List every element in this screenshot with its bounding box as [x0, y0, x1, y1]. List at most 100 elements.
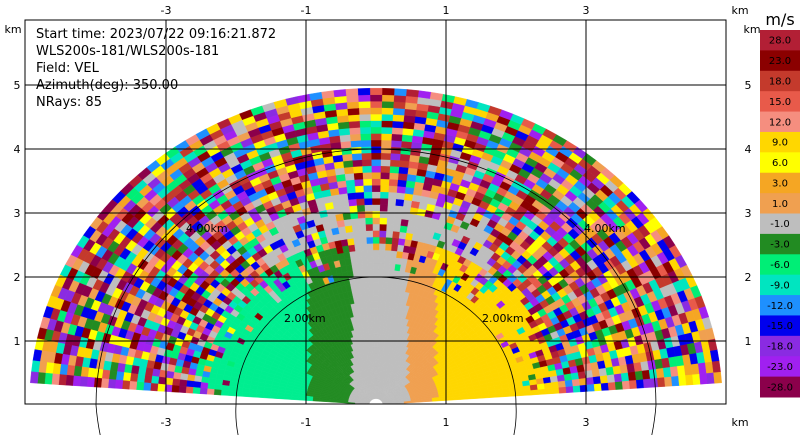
y-tick-right-1: 1 — [745, 335, 752, 348]
info-block: Start time: 2023/07/22 09:16:21.872 WLS2… — [36, 27, 276, 110]
range-gate — [207, 383, 216, 390]
range-gate — [372, 230, 380, 238]
range-gate — [380, 159, 391, 167]
range-gate — [369, 288, 375, 296]
colorbar-label: -12.0 — [767, 301, 793, 312]
range-gate — [361, 165, 372, 173]
range-gate — [586, 383, 595, 392]
range-gate — [398, 166, 409, 175]
range-gate — [342, 212, 351, 221]
range-gate — [614, 380, 624, 390]
range-gate — [350, 140, 362, 148]
range-gate — [343, 218, 352, 227]
range-gate — [363, 184, 373, 193]
range-gate — [284, 395, 292, 400]
range-gate — [635, 378, 645, 389]
range-gate — [352, 165, 363, 174]
x-tick-bottom-1: -3 — [161, 416, 172, 429]
range-gate — [657, 376, 666, 388]
range-gate — [363, 197, 373, 206]
range-gate — [357, 87, 371, 96]
colorbar-label: 1.0 — [772, 199, 788, 210]
range-gate — [390, 243, 399, 252]
range-gate — [178, 379, 188, 387]
range-gate — [392, 114, 405, 122]
range-gate — [385, 230, 394, 238]
range-gate — [341, 153, 353, 162]
range-gate — [93, 377, 103, 388]
range-gate — [403, 238, 412, 247]
range-gate — [377, 281, 384, 290]
range-gate — [157, 376, 167, 385]
range-gate — [343, 166, 354, 175]
range-gate — [404, 186, 415, 195]
range-gate — [364, 217, 373, 225]
range-gate — [571, 378, 581, 387]
range-gate — [367, 256, 374, 264]
range-gate — [544, 387, 553, 395]
colorbar-swatch — [760, 335, 800, 357]
range-gate — [360, 243, 368, 251]
range-gate — [386, 288, 392, 297]
range-gate — [385, 295, 392, 303]
range-gate — [114, 379, 124, 389]
range-gate — [378, 269, 385, 277]
range-ring-tail — [513, 404, 517, 435]
colorbar-label: -18.0 — [767, 342, 793, 353]
range-gate — [392, 101, 406, 110]
range-gate — [551, 387, 560, 394]
range-gate — [380, 146, 392, 154]
range-gate — [339, 199, 350, 208]
range-gate — [364, 210, 373, 219]
range-gate — [380, 320, 385, 329]
range-gate — [221, 384, 230, 391]
colorbar-swatch — [760, 50, 800, 72]
range-gate — [713, 371, 722, 384]
range-gate — [298, 397, 306, 401]
range-gate — [351, 152, 363, 161]
range-gate — [388, 269, 395, 277]
range-gate — [395, 192, 406, 200]
range-gate — [380, 133, 392, 141]
range-gate — [516, 390, 525, 397]
range-ring-tail — [651, 404, 657, 435]
range-gate — [100, 378, 110, 389]
range-gate — [122, 372, 132, 382]
range-gate — [349, 133, 361, 142]
range-gate — [374, 353, 378, 360]
range-gate — [627, 371, 637, 381]
range-gate — [388, 263, 396, 271]
range-gate — [376, 346, 380, 354]
range-gate — [352, 159, 363, 167]
colorbar-swatch — [760, 70, 800, 92]
range-gate — [358, 230, 367, 238]
colorbar-label: -1.0 — [770, 219, 790, 230]
range-gate — [642, 378, 652, 389]
range-gate — [255, 393, 264, 399]
range-gate — [393, 88, 407, 97]
range-gate — [136, 373, 146, 383]
range-gate — [374, 320, 378, 328]
range-gate — [388, 178, 399, 187]
colorbar-unit: m/s — [765, 10, 794, 29]
range-gate — [369, 87, 383, 95]
colorbar-swatch — [760, 193, 800, 214]
range-gate — [372, 217, 380, 225]
range-gate — [80, 366, 90, 378]
range-gate — [371, 204, 381, 212]
range-gate — [649, 377, 659, 388]
range-gate — [129, 373, 139, 383]
range-gate — [86, 376, 95, 388]
colorbar-label: 23.0 — [769, 56, 791, 67]
range-gate — [357, 211, 366, 219]
y-tick-left-1: 1 — [14, 335, 21, 348]
range-gate — [135, 381, 145, 391]
range-gate — [655, 367, 665, 379]
x-tick-bottom-2: -1 — [301, 416, 312, 429]
y-tick-left-5: 5 — [14, 79, 21, 92]
range-gate — [108, 370, 118, 381]
range-gate — [399, 153, 411, 162]
range-gate — [397, 237, 406, 246]
range-gate — [355, 198, 365, 206]
range-gate — [382, 282, 389, 290]
